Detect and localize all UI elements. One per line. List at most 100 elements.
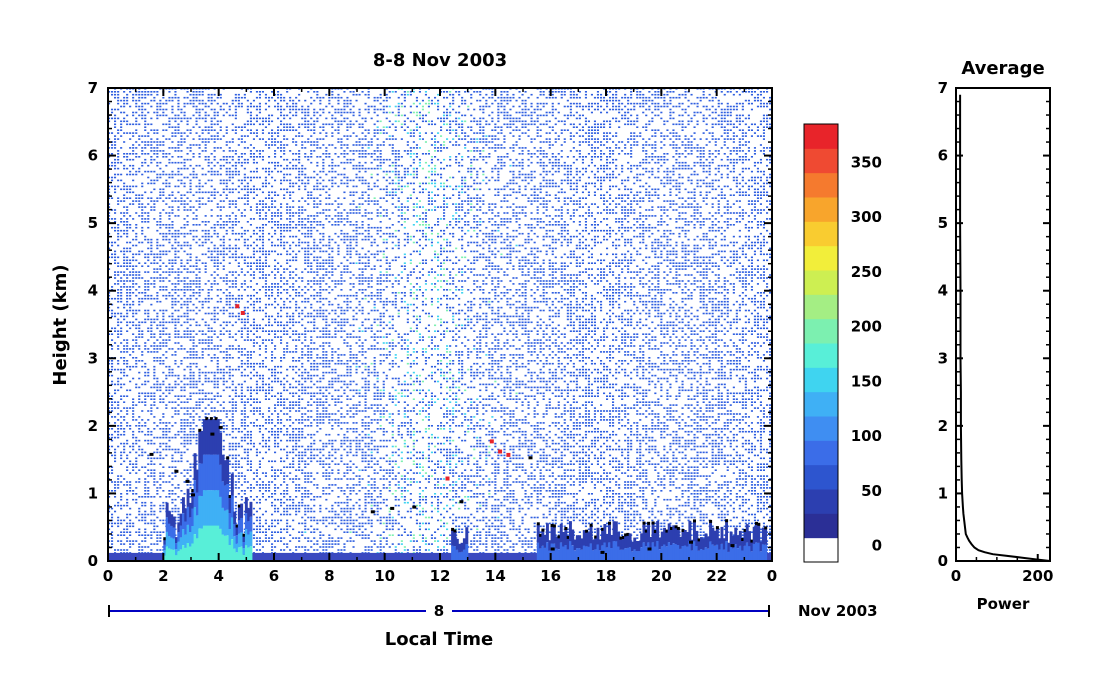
speckle-cell	[153, 200, 156, 202]
speckle-cell	[261, 277, 264, 279]
speckle-cell	[189, 416, 192, 418]
speckle-cell	[129, 262, 132, 264]
speckle-cell	[165, 374, 168, 377]
speckle-cell	[246, 469, 249, 471]
speckle-cell	[234, 475, 237, 477]
speckle-cell	[114, 436, 117, 439]
speckle-cell	[295, 510, 298, 513]
speckle-cell	[213, 93, 216, 96]
speckle-cell	[283, 510, 286, 513]
speckle-cell	[117, 256, 120, 259]
speckle-cell	[252, 289, 255, 291]
speckle-cell	[120, 351, 123, 353]
speckle-cell	[144, 280, 147, 282]
speckle-cell	[153, 170, 156, 173]
speckle-cell	[292, 108, 295, 111]
speckle-cell	[231, 345, 234, 347]
speckle-cell	[286, 102, 289, 105]
speckle-cell	[246, 416, 249, 418]
speckle-cell	[108, 374, 111, 377]
speckle-cell	[147, 371, 150, 374]
speckle-cell	[210, 96, 213, 99]
speckle-cell	[234, 315, 237, 318]
speckle-cell	[201, 339, 204, 341]
speckle-cell	[117, 262, 120, 264]
speckle-cell	[129, 525, 132, 528]
speckle-cell	[138, 507, 141, 510]
speckle-cell	[264, 540, 267, 542]
speckle-cell	[183, 292, 186, 294]
speckle-cell	[219, 126, 222, 128]
speckle-cell	[159, 454, 162, 457]
speckle-cell	[147, 487, 150, 489]
speckle-cell	[192, 478, 195, 480]
speckle-cell	[237, 345, 240, 347]
speckle-cell	[274, 156, 277, 158]
speckle-cell	[111, 407, 114, 409]
speckle-cell	[114, 126, 117, 128]
speckle-cell	[216, 289, 219, 291]
speckle-cell	[222, 389, 225, 392]
speckle-cell	[195, 241, 198, 244]
speckle-cell	[120, 457, 123, 460]
speckle-cell	[192, 99, 195, 102]
speckle-cell	[268, 250, 271, 253]
speckle-cell	[210, 318, 213, 321]
speckle-cell	[183, 105, 186, 108]
speckle-cell	[180, 457, 183, 460]
speckle-cell	[114, 330, 117, 332]
speckle-cell	[243, 280, 246, 282]
speckle-cell	[219, 224, 222, 226]
speckle-cell	[268, 416, 271, 418]
speckle-cell	[141, 297, 144, 300]
speckle-cell	[195, 235, 198, 238]
speckle-cell	[280, 531, 283, 533]
speckle-cell	[301, 197, 304, 199]
speckle-cell	[156, 224, 159, 226]
speckle-cell	[261, 271, 264, 273]
speckle-cell	[174, 321, 177, 324]
speckle-cell	[135, 365, 138, 368]
speckle-cell	[246, 457, 249, 460]
speckle-cell	[213, 150, 216, 152]
speckle-cell	[204, 392, 207, 395]
speckle-cell	[135, 383, 138, 386]
speckle-cell	[114, 259, 117, 262]
speckle-cell	[126, 522, 129, 525]
speckle-cell	[171, 303, 174, 306]
speckle-cell	[150, 200, 153, 202]
speckle-cell	[289, 224, 292, 226]
speckle-cell	[234, 481, 237, 483]
speckle-cell	[132, 351, 135, 353]
speckle-cell	[189, 256, 192, 259]
speckle-cell	[249, 362, 252, 365]
speckle-cell	[174, 300, 177, 303]
speckle-cell	[231, 129, 234, 131]
speckle-cell	[183, 96, 186, 99]
speckle-cell	[189, 309, 192, 312]
speckle-cell	[108, 212, 111, 214]
speckle-cell	[255, 265, 258, 267]
speckle-cell	[295, 108, 298, 111]
speckle-cell	[258, 463, 261, 465]
speckle-cell	[135, 339, 138, 341]
speckle-cell	[213, 410, 216, 412]
speckle-cell	[186, 306, 189, 309]
speckle-cell	[271, 380, 274, 383]
speckle-cell	[147, 259, 150, 262]
speckle-cell	[261, 377, 264, 380]
speckle-cell	[283, 224, 286, 226]
speckle-cell	[264, 528, 267, 531]
speckle-cell	[222, 158, 225, 161]
speckle-cell	[228, 433, 231, 436]
speckle-cell	[252, 389, 255, 392]
speckle-cell	[289, 182, 292, 185]
speckle-cell	[165, 250, 168, 253]
speckle-cell	[234, 256, 237, 259]
speckle-cell	[144, 91, 147, 93]
speckle-cell	[225, 280, 228, 282]
speckle-cell	[153, 510, 156, 513]
speckle-cell	[249, 117, 252, 120]
speckle-cell	[289, 525, 292, 528]
speckle-cell	[225, 321, 228, 324]
